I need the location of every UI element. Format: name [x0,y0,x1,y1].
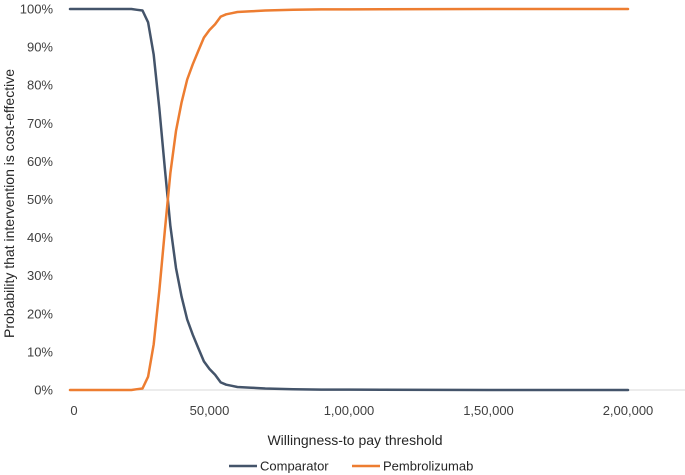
x-tick-label: 0 [70,403,77,418]
series-lines [68,7,630,392]
y-tick-label: 60% [27,154,53,169]
y-tick-label: 0% [34,383,53,398]
y-axis-title: Probability that intervention is cost-ef… [1,69,17,338]
x-tick-label: 2,00,000 [603,403,654,418]
x-tick-labels: 0 50,000 1,00,000 1,50,000 2,00,000 [70,403,653,418]
y-tick-label: 100% [20,2,54,17]
legend-label: Comparator [260,459,329,474]
y-tick-labels: 0% 10% 20% 30% 40% 50% 60% 70% 80% 90% 100% [20,2,54,398]
x-tick-label: 1,00,000 [324,403,375,418]
legend: Comparator Pembrolizumab [229,459,473,474]
y-tick-label: 50% [27,192,53,207]
legend-label: Pembrolizumab [383,459,473,474]
y-tick-label: 30% [27,268,53,283]
x-axis-title: Willingness-to pay threshold [267,432,442,448]
x-tick-label: 50,000 [190,403,230,418]
x-tick-label: 1,50,000 [463,403,514,418]
y-tick-label: 40% [27,230,53,245]
y-tick-label: 90% [27,40,53,55]
series-line-comparator [68,7,630,392]
series-line-pembrolizumab [68,7,630,392]
y-tick-label: 20% [27,306,53,321]
y-tick-label: 10% [27,344,53,359]
y-tick-label: 70% [27,116,53,131]
y-tick-label: 80% [27,78,53,93]
